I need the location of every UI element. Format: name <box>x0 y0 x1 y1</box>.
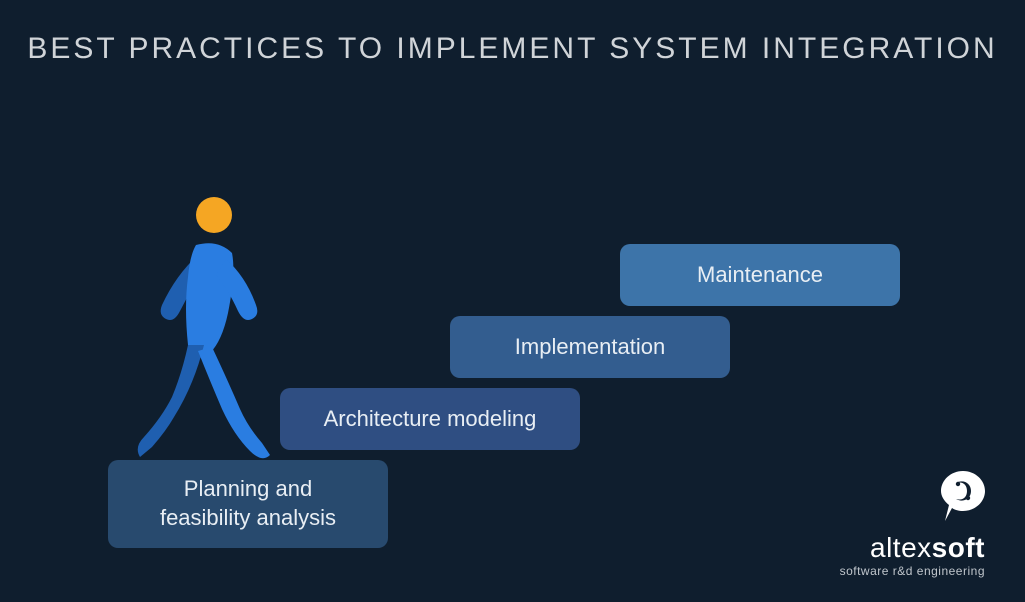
walking-person-icon <box>118 195 278 465</box>
step-3: Implementation <box>450 316 730 378</box>
brand-logo-tagline: software r&d engineering <box>840 564 985 578</box>
step-4: Maintenance <box>620 244 900 306</box>
brand-logo-name: altexsoft <box>840 532 985 564</box>
step-2: Architecture modeling <box>280 388 580 450</box>
page-title: BEST PRACTICES TO IMPLEMENT SYSTEM INTEG… <box>0 0 1025 70</box>
step-1: Planning and feasibility analysis <box>108 460 388 548</box>
brand-logo: altexsoft software r&d engineering <box>840 471 985 578</box>
brand-logo-icon <box>941 471 985 528</box>
